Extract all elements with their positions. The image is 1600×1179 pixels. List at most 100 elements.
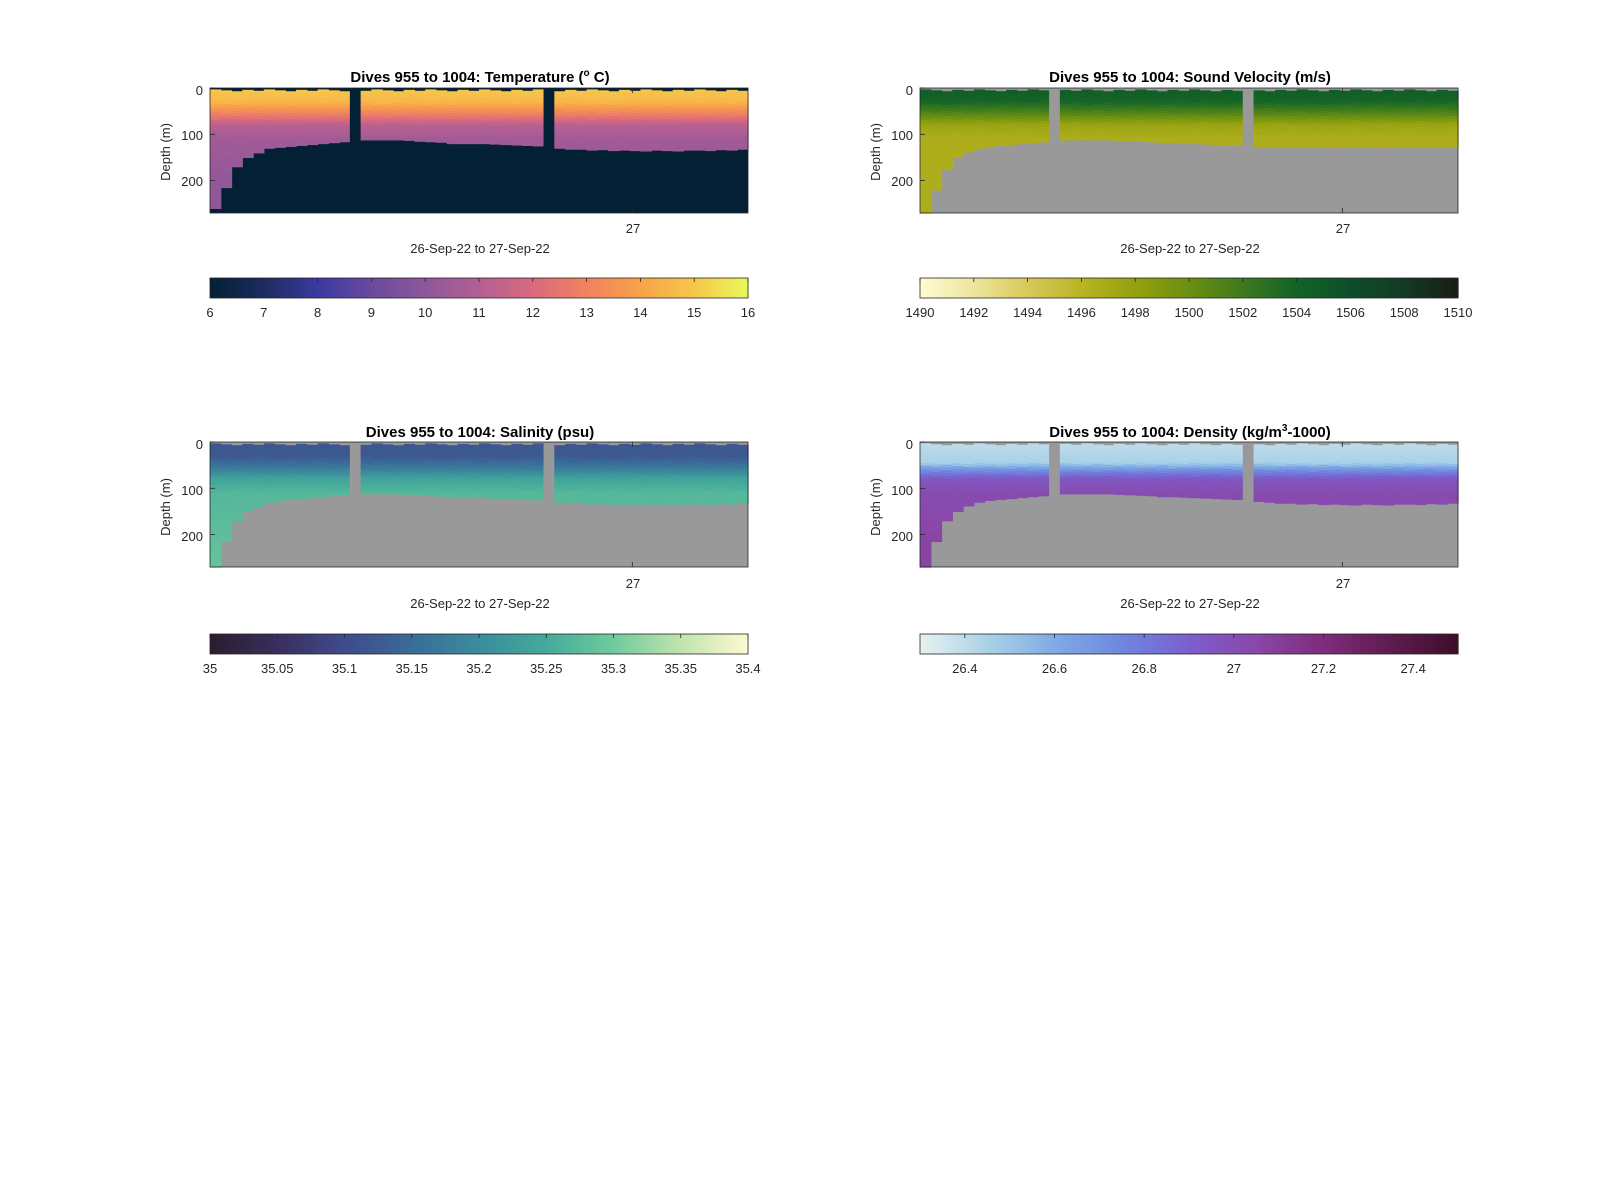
temperature-data-cell: [726, 100, 738, 105]
temperature-data-cell: [220, 179, 233, 183]
salinity-data-cell: [231, 459, 243, 463]
temperature-data-cell: [210, 183, 222, 188]
temperature-data-cell: [210, 206, 222, 209]
salinity-plot-area: [209, 441, 749, 568]
salinity-data-cell: [468, 458, 480, 463]
density-data-cell: [1059, 471, 1072, 476]
sound-velocity-colorbar-swatch: [1030, 278, 1035, 298]
temperature-colorbar-tick-label: 6: [206, 305, 213, 320]
sound-velocity-colorbar-swatch: [1283, 278, 1288, 298]
temperature-data-cell: [715, 99, 728, 103]
sound-velocity-data-cell: [1156, 127, 1169, 131]
density-data-cell: [1339, 483, 1351, 488]
sound-velocity-data-cell: [1070, 135, 1082, 139]
temperature-data-cell: [360, 93, 372, 97]
salinity-data-cell: [651, 458, 663, 462]
salinity-data-cell: [435, 480, 448, 484]
temperature-colorbar-swatch: [549, 278, 554, 298]
sound-velocity-data-cell: [995, 110, 1007, 115]
salinity-data-cell: [263, 482, 276, 486]
salinity-data-cell: [597, 472, 609, 476]
temperature-data-cell: [317, 131, 329, 135]
salinity-data-cell: [382, 458, 394, 462]
temperature-data-cell: [565, 125, 577, 130]
temperature-data-cell: [694, 142, 706, 146]
sound-velocity-colorbar-swatch: [1024, 278, 1029, 298]
temperature-data-cell: [737, 140, 749, 145]
sound-velocity-data-cell: [1296, 125, 1308, 129]
salinity-data-cell: [586, 473, 598, 478]
sound-velocity-data-cell: [1232, 110, 1244, 114]
temperature-colorbar-swatch: [398, 278, 403, 298]
density-data-cell: [1070, 464, 1082, 468]
salinity-data-cell: [468, 469, 480, 474]
temperature-data-cell: [511, 142, 523, 146]
salinity-data-cell: [231, 500, 243, 505]
sound-velocity-data-cell: [1404, 142, 1416, 146]
temperature-data-cell: [468, 135, 480, 139]
salinity-data-cell: [220, 447, 233, 451]
salinity-data-cell: [672, 482, 685, 487]
salinity-data-cell: [597, 499, 609, 504]
density-data-cell: [973, 448, 986, 453]
salinity-data-cell: [339, 486, 351, 491]
sound-velocity-data-cell: [1447, 132, 1459, 136]
density-data-cell: [1113, 443, 1126, 448]
sound-velocity-colorbar-swatch: [1061, 278, 1066, 298]
sound-velocity-data-cell: [1016, 121, 1029, 125]
salinity-data-cell: [274, 483, 286, 487]
sound-velocity-colorbar-swatch: [1071, 278, 1076, 298]
temperature-data-cell: [704, 112, 717, 116]
salinity-colorbar-swatch: [408, 634, 413, 654]
temperature-data-cell: [715, 113, 728, 117]
salinity-data-cell: [360, 461, 372, 465]
sound-velocity-data-cell: [1371, 110, 1384, 115]
temperature-data-cell: [328, 129, 340, 133]
sound-velocity-data-cell: [1328, 128, 1341, 133]
salinity-colorbar-swatch: [653, 634, 658, 654]
density-data-cell: [1414, 463, 1427, 468]
sound-velocity-data-cell: [1393, 113, 1405, 117]
salinity-colorbar-swatch: [492, 634, 497, 654]
density-data-cell: [1404, 473, 1416, 478]
density-data-cell: [984, 472, 996, 476]
sound-velocity-data-cell: [1156, 102, 1169, 106]
temperature-data-cell: [608, 113, 620, 117]
sound-velocity-data-cell: [1027, 131, 1039, 135]
salinity-colorbar-swatch: [246, 634, 251, 654]
sound-velocity-data-cell: [1167, 106, 1179, 110]
salinity-data-cell: [618, 449, 631, 453]
density-data-cell: [1328, 496, 1341, 501]
salinity-data-cell: [694, 496, 706, 500]
temperature-data-cell: [263, 144, 276, 149]
density-data-cell: [1006, 474, 1018, 478]
sound-velocity-colorbar-swatch: [1195, 278, 1200, 298]
salinity-data-cell: [532, 498, 545, 501]
sound-velocity-colorbar-swatch: [1273, 278, 1278, 298]
sound-velocity-data-cell: [1070, 107, 1082, 111]
salinity-dive-column: [231, 445, 243, 522]
density-panel: Dives 955 to 1004: Density (kg/m3-1000) …: [868, 423, 1459, 676]
temperature-data-cell: [640, 136, 652, 140]
sound-velocity-colorbar-swatch: [1138, 278, 1143, 298]
sound-velocity-data-cell: [995, 116, 1007, 120]
temperature-data-cell: [715, 146, 728, 151]
sound-velocity-data-cell: [1339, 110, 1351, 114]
density-data-cell: [1361, 447, 1373, 451]
sound-velocity-data-cell: [1081, 100, 1093, 104]
sound-velocity-data-cell: [1124, 121, 1136, 125]
density-dive-column: [1221, 443, 1233, 500]
sound-velocity-data-cell: [1102, 107, 1115, 112]
density-data-cell: [1328, 485, 1341, 489]
temperature-data-cell: [468, 99, 480, 103]
salinity-data-cell: [726, 488, 738, 492]
sound-velocity-data-cell: [1178, 115, 1190, 120]
density-data-cell: [1361, 460, 1373, 465]
salinity-data-cell: [317, 496, 329, 498]
salinity-data-cell: [446, 475, 459, 480]
sound-velocity-colorbar-swatch: [1447, 278, 1452, 298]
salinity-data-cell: [210, 526, 222, 531]
salinity-colorbar-swatch: [637, 634, 641, 654]
sound-velocity-data-cell: [1414, 118, 1427, 122]
sound-velocity-data-cell: [1189, 94, 1201, 99]
